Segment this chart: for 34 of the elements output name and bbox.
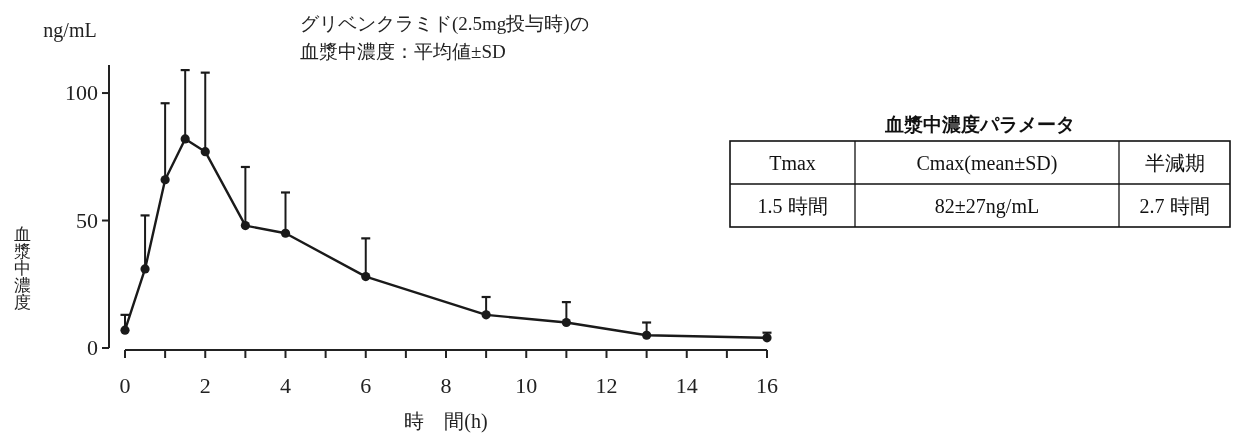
point: [120, 325, 130, 335]
x-tick-label: 6: [360, 373, 372, 398]
y-axis-title: 血漿中濃度: [13, 224, 31, 312]
text: 82±27ng/mL: [934, 195, 1040, 218]
point: [561, 317, 571, 328]
point: [361, 272, 371, 282]
x-axis-title: 時 間(h): [404, 410, 488, 433]
text: 血漿中濃度パラメータ: [884, 114, 1075, 135]
x-tick-label: 4: [280, 373, 291, 398]
y-tick-label: 0: [87, 335, 98, 360]
x-tick-label: 2: [199, 373, 211, 398]
text: 半減期: [1144, 152, 1205, 174]
text: Cmax(mean±SD): [916, 152, 1058, 175]
x-tick-label: 14: [675, 373, 698, 398]
point: [280, 228, 291, 238]
annotation: 1.5 時間: [757, 195, 828, 217]
point: [180, 134, 190, 144]
point: [481, 310, 491, 320]
point: [200, 147, 210, 157]
chart-title: グリベンクラミド(2.5mg投与時)の血漿中濃度：平均値±SD: [300, 13, 589, 62]
text: ng/mL: [43, 19, 97, 42]
point: [240, 221, 250, 231]
x-tick-label: 12: [595, 373, 618, 398]
x-tick-label: 16: [756, 373, 778, 398]
text: Tmax: [769, 152, 816, 174]
point: [140, 264, 150, 274]
x-tick-label: 8: [440, 373, 452, 398]
point: [160, 175, 170, 185]
point: [642, 330, 652, 340]
y-tick-label: 50: [76, 207, 98, 233]
y-tick-label: 100: [65, 80, 98, 106]
x-tick-label: 10: [515, 373, 538, 398]
x-tick-label: 0: [119, 373, 131, 398]
text: 2.7 時間: [1139, 195, 1210, 217]
